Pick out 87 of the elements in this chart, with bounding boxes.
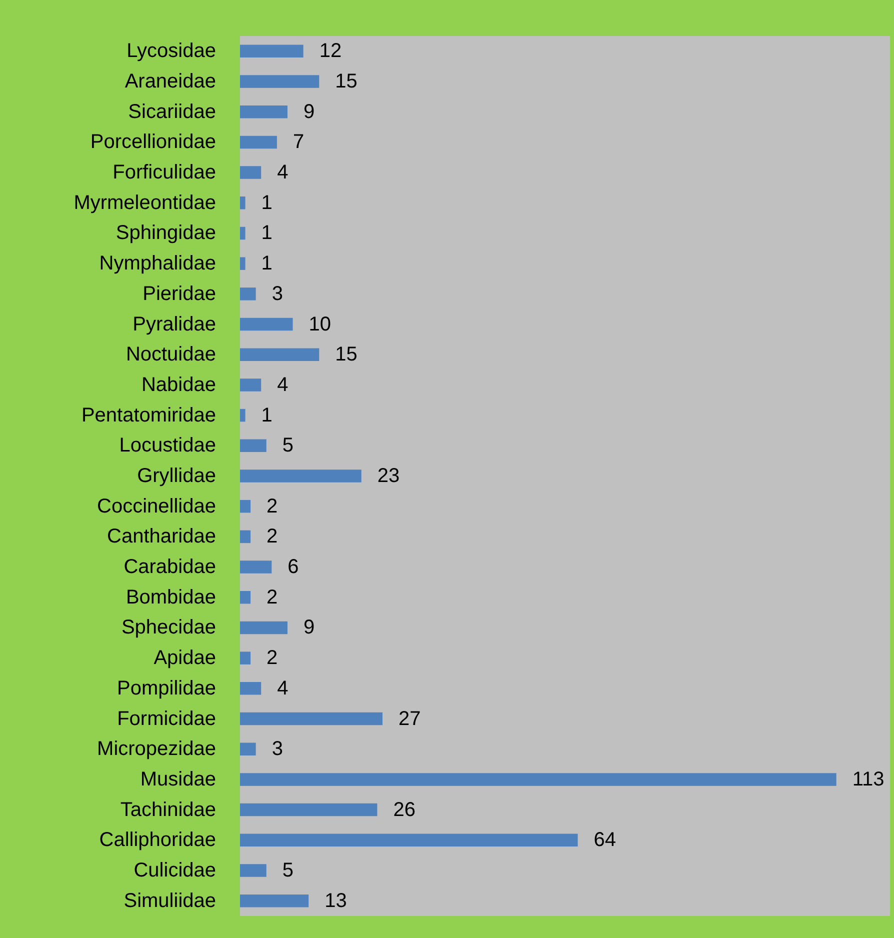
data-label: 113: [852, 768, 884, 790]
bar: [240, 894, 309, 908]
data-label: 2: [266, 526, 278, 548]
data-label: 5: [282, 434, 294, 457]
data-label: 9: [303, 100, 315, 123]
bar: [240, 500, 251, 513]
data-label: 3: [272, 282, 283, 305]
y-tick-label: Lycosidae: [126, 40, 216, 62]
data-label: 1: [261, 192, 272, 214]
data-label: 15: [335, 344, 358, 366]
bar: [240, 682, 262, 695]
y-tick-label: Pentatomiridae: [81, 404, 216, 426]
bar: [240, 105, 288, 118]
bar: [240, 834, 578, 847]
bar: [240, 773, 836, 786]
y-tick-label: Coccinellidae: [97, 495, 216, 518]
bar: [240, 75, 320, 88]
y-tick-label: Simuliidae: [124, 890, 216, 912]
bar: [240, 196, 246, 210]
data-label: 26: [393, 798, 416, 821]
bar: [240, 226, 246, 240]
data-label: 10: [308, 313, 332, 336]
bar: [240, 621, 288, 634]
y-tick-label: Formicidae: [117, 708, 216, 730]
bar: [240, 348, 320, 361]
data-label: 4: [277, 162, 288, 184]
y-tick-label: Nymphalidae: [99, 252, 216, 275]
y-tick-label: Apidae: [154, 647, 216, 670]
bar: [240, 166, 262, 179]
bar: [240, 742, 256, 756]
y-tick-label: Araneidae: [124, 70, 216, 93]
bar: [240, 470, 362, 482]
bar: [240, 136, 277, 149]
data-label: 5: [282, 859, 294, 882]
bar: [240, 560, 272, 574]
data-label: 4: [277, 374, 288, 396]
bar: [240, 652, 251, 664]
data-label: 1: [261, 222, 272, 244]
bar: [240, 288, 256, 300]
y-tick-label: Porcellionidae: [90, 131, 216, 154]
y-tick-label: Tachinidae: [120, 798, 216, 821]
data-label: 64: [594, 829, 616, 852]
data-label: 2: [266, 586, 278, 608]
bar: [240, 712, 382, 726]
y-tick-label: Sicariidae: [128, 100, 216, 123]
bar: [240, 44, 304, 58]
bar: [240, 318, 293, 331]
y-tick-label: Sphingidae: [116, 222, 216, 244]
y-tick-label: Cantharidae: [107, 526, 216, 548]
data-label: 12: [319, 40, 342, 62]
bar: [240, 864, 266, 877]
y-tick-label: Bombidae: [126, 586, 216, 608]
data-label: 27: [398, 708, 421, 730]
y-tick-label: Pyralidae: [132, 313, 216, 336]
data-label: 1: [261, 252, 272, 275]
y-tick-label: Forficulidae: [112, 162, 216, 184]
data-label: 4: [277, 677, 288, 700]
bar: [240, 408, 246, 422]
data-label: 6: [288, 556, 299, 578]
data-label: 13: [324, 890, 347, 912]
data-label: 1: [261, 404, 272, 426]
data-label: 3: [272, 738, 283, 760]
y-tick-label: Culicidae: [134, 859, 216, 882]
data-label: 9: [303, 616, 315, 639]
data-label: 15: [335, 70, 358, 93]
y-tick-label: Locustidae: [119, 434, 216, 457]
bar: [240, 530, 251, 544]
bar: [240, 591, 251, 604]
y-tick-label: Nabidae: [141, 374, 216, 396]
bar: [240, 439, 266, 452]
y-tick-label: Myrmeleontidae: [74, 192, 216, 214]
y-tick-label: Sphecidae: [121, 616, 216, 639]
y-tick-label: Micropezidae: [97, 738, 216, 760]
data-label: 2: [266, 495, 278, 518]
y-tick-label: Musidae: [140, 768, 216, 790]
data-label: 7: [292, 131, 304, 154]
y-tick-label: Pieridae: [142, 282, 216, 305]
bar: [240, 378, 262, 392]
y-tick-label: Gryllidae: [137, 465, 216, 487]
y-tick-label: Calliphoridae: [99, 829, 216, 852]
bar: [240, 257, 246, 270]
y-tick-label: Pompilidae: [117, 677, 216, 700]
y-tick-label: Carabidae: [124, 556, 216, 578]
y-tick-label: Noctuidae: [126, 344, 216, 366]
data-label: 23: [377, 465, 400, 487]
bar: [240, 803, 378, 816]
data-label: 2: [266, 647, 278, 670]
